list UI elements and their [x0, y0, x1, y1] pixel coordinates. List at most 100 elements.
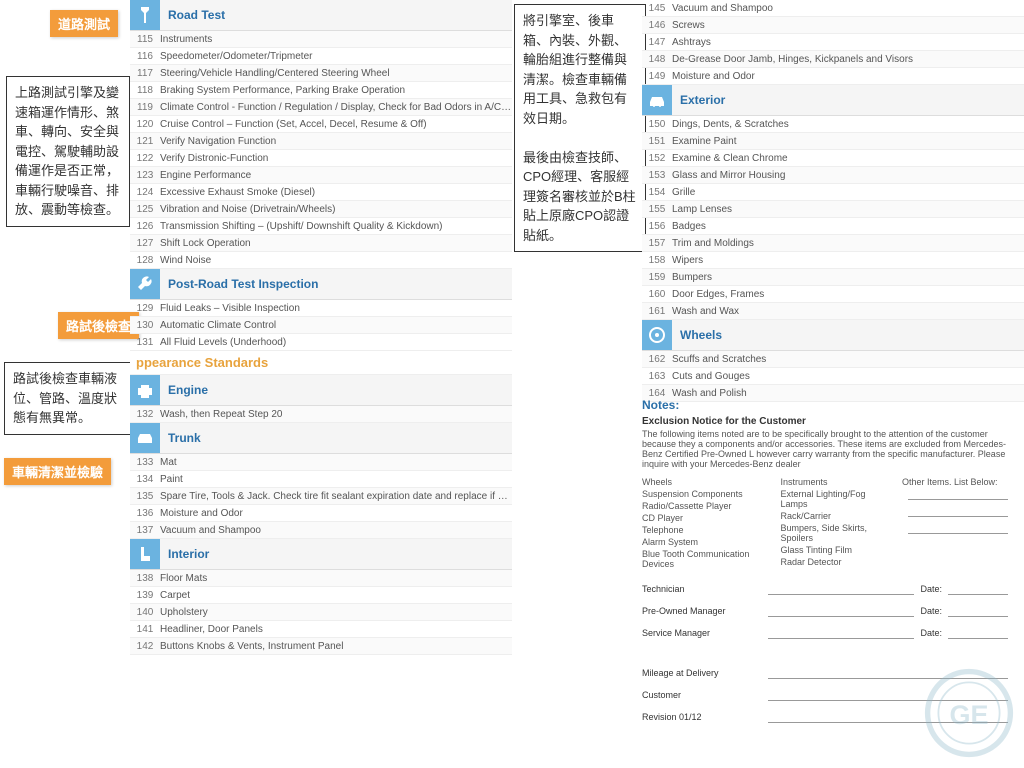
row-number: 163: [642, 371, 672, 382]
row-text: Instruments: [160, 34, 512, 45]
checklist-row: 158Wipers: [642, 252, 1024, 269]
checklist-row: 147Ashtrays: [642, 34, 1024, 51]
checklist-row: 139Carpet: [130, 587, 512, 604]
row-number: 115: [130, 34, 160, 45]
section-title: Wheels: [680, 328, 722, 342]
notes-item: Blue Tooth Communication Devices: [642, 549, 761, 569]
row-text: Moisture and Odor: [672, 71, 1024, 82]
row-number: 150: [642, 119, 672, 130]
checklist-row: 125Vibration and Noise (Drivetrain/Wheel…: [130, 201, 512, 218]
signature-line: TechnicianDate:: [642, 583, 1014, 595]
section-header: Engine: [130, 375, 512, 406]
row-text: Trim and Moldings: [672, 238, 1024, 249]
row-text: Transmission Shifting – (Upshift/ Downsh…: [160, 221, 512, 232]
footer-label: Customer: [642, 690, 762, 701]
checklist-row: 121Verify Navigation Function: [130, 133, 512, 150]
row-number: 136: [130, 508, 160, 519]
checklist-row: 145Vacuum and Shampoo: [642, 0, 1024, 17]
notes-item: Radio/Cassette Player: [642, 501, 761, 511]
notes-item: Telephone: [642, 525, 761, 535]
checklist-row: 135Spare Tire, Tools & Jack. Check tire …: [130, 488, 512, 505]
appearance-standards-title: ppearance Standards: [130, 351, 512, 375]
row-number: 157: [642, 238, 672, 249]
checklist-row: 148De-Grease Door Jamb, Hinges, Kickpane…: [642, 51, 1024, 68]
row-number: 161: [642, 306, 672, 317]
row-number: 142: [130, 641, 160, 652]
row-text: Excessive Exhaust Smoke (Diesel): [160, 187, 512, 198]
checklist-row: 141Headliner, Door Panels: [130, 621, 512, 638]
note-right: 將引擎室、後車箱、內裝、外觀、輪胎組進行整備與清潔。檢查車輛備用工具、急救包有效…: [514, 4, 646, 252]
row-number: 118: [130, 85, 160, 96]
row-number: 133: [130, 457, 160, 468]
notes-col-2: InstrumentsExternal Lighting/Fog LampsRa…: [781, 477, 883, 571]
notes-title: Notes:: [642, 398, 1014, 412]
left-column: 道路測試 上路測試引擎及變速箱運作情形、煞車、轉向、安全與電控、駕駛輔助設備運作…: [0, 0, 512, 768]
footer-label: Revision 01/12: [642, 712, 762, 723]
row-number: 135: [130, 491, 160, 502]
section-title: Post-Road Test Inspection: [168, 277, 318, 291]
date-label: Date:: [920, 628, 942, 639]
row-number: 141: [130, 624, 160, 635]
page: 道路測試 上路測試引擎及變速箱運作情形、煞車、轉向、安全與電控、駕駛輔助設備運作…: [0, 0, 1024, 768]
note-road-test: 上路測試引擎及變速箱運作情形、煞車、轉向、安全與電控、駕駛輔助設備運作是否正常，…: [6, 76, 130, 227]
section-header: Exterior: [642, 85, 1024, 116]
row-text: Headliner, Door Panels: [160, 624, 512, 635]
row-number: 132: [130, 409, 160, 420]
notes-col3-header: Other Items. List Below:: [902, 477, 1014, 487]
row-number: 153: [642, 170, 672, 181]
checklist-row: 156Badges: [642, 218, 1024, 235]
row-text: Carpet: [160, 590, 512, 601]
checklist-row: 160Door Edges, Frames: [642, 286, 1024, 303]
checklist-row: 131All Fluid Levels (Underhood): [130, 334, 512, 351]
row-number: 152: [642, 153, 672, 164]
checklist-row: 153Glass and Mirror Housing: [642, 167, 1024, 184]
checklist-right: 145Vacuum and Shampoo146Screws147Ashtray…: [642, 0, 1024, 402]
row-text: Climate Control - Function / Regulation …: [160, 102, 512, 113]
row-number: 164: [642, 388, 672, 399]
checklist-row: 138Floor Mats: [130, 570, 512, 587]
row-text: Vibration and Noise (Drivetrain/Wheels): [160, 204, 512, 215]
row-number: 151: [642, 136, 672, 147]
row-number: 145: [642, 3, 672, 14]
row-number: 130: [130, 320, 160, 331]
row-text: Wash and Polish: [672, 388, 1024, 399]
row-number: 155: [642, 204, 672, 215]
section-header: Interior: [130, 539, 512, 570]
checklist-row: 136Moisture and Odor: [130, 505, 512, 522]
row-number: 129: [130, 303, 160, 314]
checklist-row: 117Steering/Vehicle Handling/Centered St…: [130, 65, 512, 82]
row-number: 156: [642, 221, 672, 232]
row-number: 137: [130, 525, 160, 536]
checklist-row: 126Transmission Shifting – (Upshift/ Dow…: [130, 218, 512, 235]
row-number: 117: [130, 68, 160, 79]
row-text: Verify Distronic-Function: [160, 153, 512, 164]
wrench-icon: [130, 269, 160, 299]
row-text: Bumpers: [672, 272, 1024, 283]
row-text: Wash and Wax: [672, 306, 1024, 317]
notes-item: Suspension Components: [642, 489, 761, 499]
notes-item: Wheels: [642, 477, 761, 487]
row-number: 124: [130, 187, 160, 198]
checklist-row: 130Automatic Climate Control: [130, 317, 512, 334]
sig-label: Service Manager: [642, 628, 762, 639]
row-number: 119: [130, 102, 160, 113]
notes-item: External Lighting/Fog Lamps: [781, 489, 883, 509]
checklist-row: 159Bumpers: [642, 269, 1024, 286]
row-number: 120: [130, 119, 160, 130]
checklist-row: 137Vacuum and Shampoo: [130, 522, 512, 539]
footer-label: Mileage at Delivery: [642, 668, 762, 679]
wheel-icon: [642, 320, 672, 350]
tag-road-test: 道路測試: [50, 10, 118, 37]
checklist-row: 127Shift Lock Operation: [130, 235, 512, 252]
row-number: 146: [642, 20, 672, 31]
row-number: 149: [642, 71, 672, 82]
row-number: 140: [130, 607, 160, 618]
row-text: Wash, then Repeat Step 20: [160, 409, 512, 420]
row-number: 127: [130, 238, 160, 249]
row-number: 138: [130, 573, 160, 584]
row-number: 126: [130, 221, 160, 232]
row-text: Verify Navigation Function: [160, 136, 512, 147]
row-text: Engine Performance: [160, 170, 512, 181]
sig-label: Technician: [642, 584, 762, 595]
row-text: Paint: [160, 474, 512, 485]
